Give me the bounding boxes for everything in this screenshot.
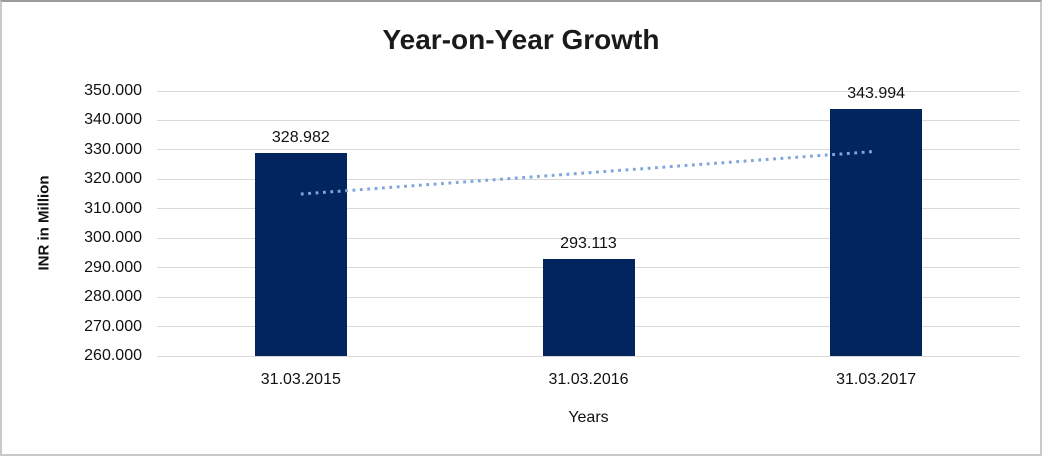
bar-31.03.2017	[830, 108, 923, 356]
gridline	[157, 237, 1020, 239]
bar-31.03.2015	[254, 152, 347, 356]
bar-data-label: 328.982	[271, 128, 330, 146]
y-tick-label: 280.000	[84, 288, 142, 306]
plot-area: 328.982 293.113 343.994	[157, 85, 1020, 357]
y-tick-label: 260.000	[84, 347, 142, 364]
y-tick-label: 290.000	[84, 258, 142, 276]
bar-data-label: 293.113	[560, 234, 617, 252]
gridline	[157, 119, 1020, 121]
gridline	[157, 149, 1020, 151]
gridline	[157, 355, 1020, 357]
y-tick-label: 310.000	[84, 199, 142, 217]
x-tick-label: 31.03.2015	[260, 371, 341, 388]
x-tick-label: 31.03.2016	[548, 371, 629, 388]
gridline	[157, 208, 1020, 210]
y-tick-label: 350.000	[84, 82, 142, 99]
chart-title: Year-on-Year Growth	[382, 24, 660, 55]
y-tick-label: 300.000	[84, 229, 142, 247]
gridline	[157, 90, 1020, 92]
y-tick-label: 320.000	[84, 170, 142, 188]
y-tick-label: 270.000	[84, 317, 142, 335]
x-axis-title: Years	[568, 409, 609, 426]
x-tick-label: 31.03.2017	[836, 371, 917, 388]
trendline	[300, 149, 877, 196]
y-axis-title: INR in Million	[35, 175, 53, 271]
gridline	[157, 178, 1020, 180]
bar-data-label: 343.994	[847, 84, 906, 102]
bar-31.03.2016	[542, 258, 635, 356]
y-tick-label: 340.000	[84, 111, 142, 129]
y-tick-label: 330.000	[84, 140, 142, 158]
